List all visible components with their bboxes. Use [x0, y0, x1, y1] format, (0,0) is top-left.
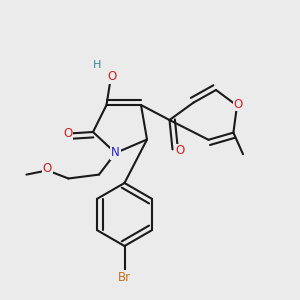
Text: O: O [234, 98, 243, 111]
Text: O: O [108, 70, 117, 83]
Text: H: H [93, 60, 101, 70]
Text: Br: Br [118, 271, 131, 284]
Text: O: O [63, 127, 72, 140]
Text: O: O [176, 144, 184, 158]
Text: N: N [111, 146, 120, 160]
Text: O: O [43, 162, 52, 176]
